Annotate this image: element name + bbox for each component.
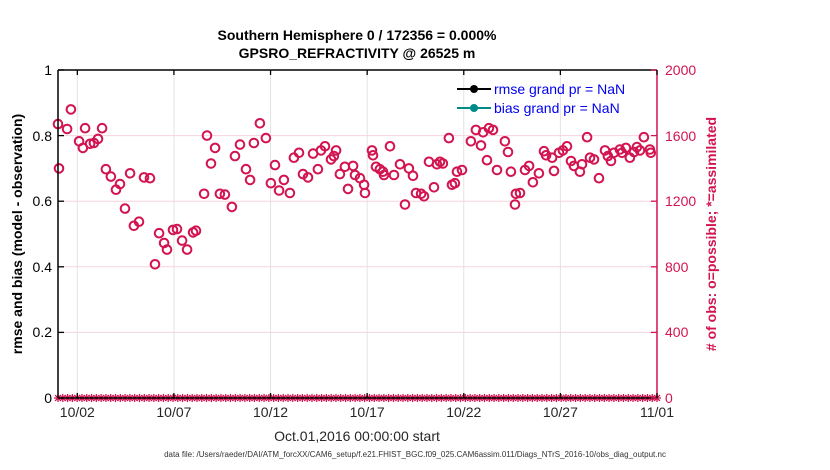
x-tick-label: 10/22 (446, 404, 482, 420)
left-y-tick-label: 0 (44, 390, 52, 406)
right-y-tick-label: 1600 (665, 127, 697, 144)
scatter-possible-obs (52, 104, 657, 270)
left-y-tick-label: 0.8 (32, 127, 52, 144)
legend-entry-rmse: rmse grand pr = NaN (494, 81, 626, 97)
data-file-caption: data file: /Users/raeder/DAI/ATM_forcXX/… (164, 450, 666, 459)
left-y-tick-label: 0.6 (32, 193, 52, 210)
x-tick-label: 10/17 (349, 404, 385, 420)
x-tick-label: 10/27 (542, 404, 578, 420)
right-y-tick-label: 800 (665, 258, 689, 275)
left-y-axis-label: rmse and bias (model - observation) (9, 113, 25, 355)
x-tick-label: 10/02 (59, 404, 95, 420)
x-tick-label: 10/07 (156, 404, 192, 420)
plot-title-line1: Southern Hemisphere 0 / 172356 = 0.000% (217, 27, 497, 43)
right-y-tick-label: 0 (665, 390, 673, 406)
x-tick-label: 10/12 (253, 404, 289, 420)
legend-marker-lines (457, 85, 491, 112)
x-tick-label: 11/01 (640, 404, 674, 420)
right-y-tick-label: 400 (665, 324, 689, 341)
legend-entry-bias: bias grand pr = NaN (494, 100, 620, 116)
left-y-tick-label: 0.2 (32, 324, 52, 341)
left-y-tick-label: 1 (44, 62, 52, 78)
plot-title-line2: GPSRO_REFRACTIVITY @ 26525 m (238, 45, 476, 61)
left-y-tick-label: 0.4 (32, 258, 52, 275)
right-y-tick-label: 2000 (665, 62, 697, 78)
x-axis-label: Oct.01,2016 00:00:00 start (274, 428, 440, 444)
right-y-axis-label: # of obs: o=possible; *=assimilated (703, 116, 719, 352)
axes-spines-ticks (57, 69, 658, 399)
right-y-tick-label: 1200 (665, 193, 697, 210)
gridlines (58, 70, 657, 398)
